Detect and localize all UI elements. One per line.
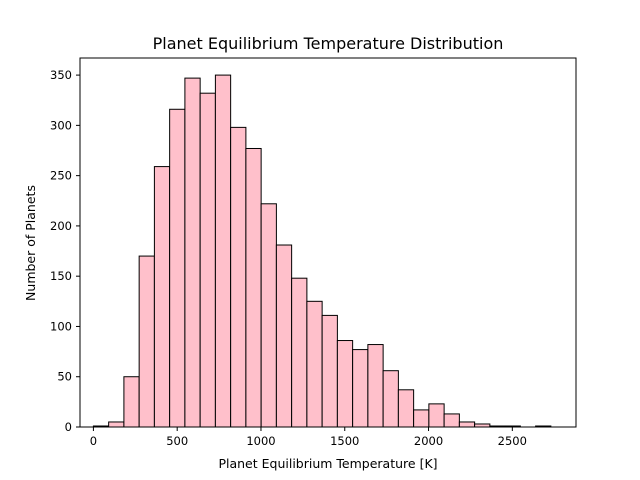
y-axis-label: Number of Planets (23, 185, 38, 301)
bars-group (92, 74, 552, 428)
histogram-bar (108, 421, 125, 428)
y-tick-label: 350 (50, 68, 72, 82)
x-axis-ticks: 0 500 1000 1500 2000 2500 (90, 427, 527, 448)
histogram-bar (138, 255, 155, 428)
y-tick-label: 0 (65, 420, 72, 434)
histogram-bar (260, 203, 277, 428)
histogram-bar (321, 314, 338, 428)
x-tick-label: 2000 (414, 434, 443, 448)
histogram-bar (123, 376, 140, 428)
y-tick-label: 50 (57, 370, 72, 384)
histogram-bar (245, 147, 262, 428)
histogram-bar (413, 409, 430, 428)
histogram-bar (306, 300, 323, 428)
x-tick-label: 1000 (246, 434, 275, 448)
histogram-bar (382, 370, 399, 428)
histogram-bar (169, 108, 186, 428)
y-tick-label: 300 (50, 118, 72, 132)
histogram-bar (230, 126, 247, 428)
chart-title: Planet Equilibrium Temperature Distribut… (153, 34, 504, 53)
histogram-bar (367, 344, 384, 428)
x-tick-label: 0 (90, 434, 97, 448)
histogram-bar (184, 77, 201, 428)
histogram-bar (153, 166, 171, 428)
histogram-bar (199, 92, 216, 428)
histogram-bar (214, 74, 232, 428)
y-tick-label: 200 (50, 219, 72, 233)
y-tick-label: 150 (50, 269, 72, 283)
plot-area-frame (79, 57, 577, 428)
x-tick-label: 2500 (498, 434, 527, 448)
histogram-bar (397, 389, 415, 428)
histogram-bar (458, 421, 476, 428)
x-tick-label: 500 (166, 434, 188, 448)
histogram-bar (275, 244, 293, 428)
histogram-bar (336, 340, 354, 428)
histogram-bar (443, 413, 460, 428)
x-tick-label: 1500 (330, 434, 359, 448)
y-tick-label: 250 (50, 169, 72, 183)
histogram-bar (428, 403, 445, 428)
histogram-bar (291, 277, 308, 428)
y-tick-label: 100 (50, 319, 72, 333)
x-axis-label: Planet Equilibrium Temperature [K] (218, 456, 437, 471)
histogram-bar (352, 349, 369, 428)
y-axis-ticks: 0 50 100 150 200 250 300 350 (50, 68, 80, 434)
